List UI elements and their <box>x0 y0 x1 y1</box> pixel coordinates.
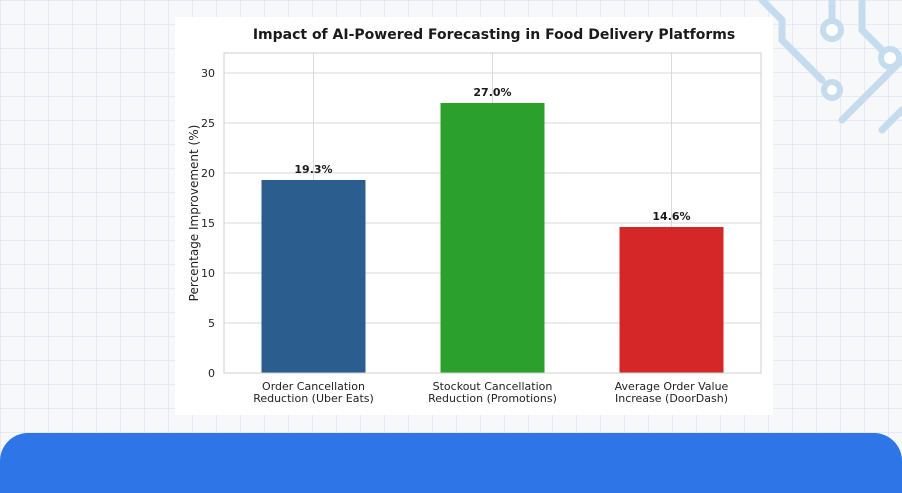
x-tick-label: Reduction (Uber Eats) <box>253 392 374 405</box>
x-tick-label: Reduction (Promotions) <box>428 392 557 405</box>
y-axis-label: Percentage Improvement (%) <box>187 125 201 302</box>
circuit-decoration <box>758 0 902 134</box>
bar <box>261 180 366 373</box>
chart-title: Impact of AI-Powered Forecasting in Food… <box>253 27 735 43</box>
x-tick-label: Order Cancellation <box>262 380 365 393</box>
y-tick-label: 10 <box>201 267 215 280</box>
y-tick-label: 5 <box>208 317 215 330</box>
y-tick-label: 0 <box>208 367 215 380</box>
y-tick-label: 30 <box>201 67 215 80</box>
bar <box>619 227 724 373</box>
data-label: 19.3% <box>294 163 332 176</box>
chart-card: Impact of AI-Powered Forecasting in Food… <box>175 17 773 415</box>
y-tick-label: 20 <box>201 167 215 180</box>
x-tick-label: Increase (DoorDash) <box>615 392 728 405</box>
data-label: 14.6% <box>652 210 690 223</box>
data-labels: 19.3% 27.0% 14.6% <box>294 86 690 223</box>
bar <box>440 103 545 373</box>
x-tick-label: Stockout Cancellation <box>433 380 553 393</box>
footer-band <box>0 433 902 493</box>
y-tick-label: 25 <box>201 117 215 130</box>
plot-frame <box>223 52 762 374</box>
x-tick-label: Average Order Value <box>615 380 729 393</box>
y-ticks: 0 5 10 15 20 25 30 <box>201 67 215 380</box>
bars <box>261 103 724 373</box>
y-tick-label: 15 <box>201 217 215 230</box>
bar-chart: Impact of AI-Powered Forecasting in Food… <box>187 27 762 405</box>
data-label: 27.0% <box>473 86 511 99</box>
